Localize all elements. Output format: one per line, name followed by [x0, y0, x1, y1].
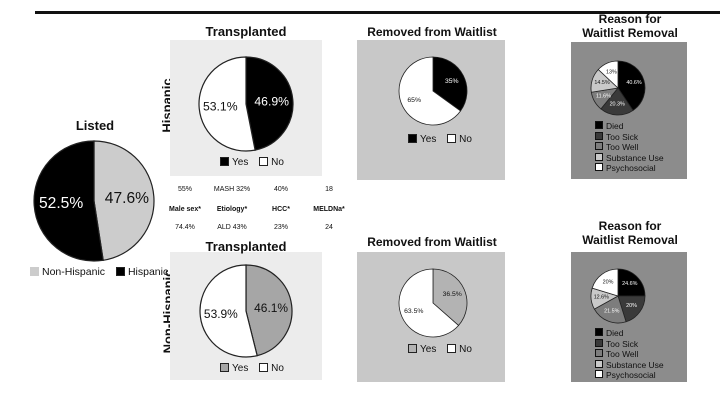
removed-non-hispanic-legend: Yes No: [408, 344, 480, 355]
legend-item-no: No: [447, 344, 472, 355]
stat-value-meldna-non-hispanic: 24: [325, 224, 333, 231]
pie-label-substance-use: 14.5%: [594, 80, 609, 86]
pie-label-no: 53.9%: [204, 307, 238, 321]
legend-item-died: Died: [595, 121, 664, 132]
pie-label-yes: 46.1%: [254, 301, 288, 315]
pie-slice-non-hispanic: [93, 140, 155, 261]
stat-value-meldna-hispanic: 18: [325, 186, 333, 193]
legend-item-too-well: Too Well: [595, 142, 664, 153]
pie-label-died: 24.6%: [622, 281, 637, 287]
stat-value-hcc-hispanic: 40%: [273, 186, 288, 193]
pie-slice-no: [398, 268, 460, 338]
removed-non-hispanic-pie-chart: 36.5% 63.5%: [398, 268, 468, 338]
pie-slice-no: [198, 56, 256, 152]
pie-slice-psychosocial: [591, 268, 619, 297]
legend-item-yes: Yes: [408, 344, 436, 355]
transplanted-title-bottom: Transplanted: [205, 239, 287, 254]
stat-label-etiology: Etiology*: [216, 206, 248, 213]
reason-non-hispanic-legend: Died Too Sick Too Well Substance Use Psy…: [595, 328, 664, 381]
removed-title-bottom: Removed from Waitlist: [367, 235, 497, 249]
pie-slice-died: [617, 60, 646, 111]
reason-title-bottom: Reason for Waitlist Removal: [582, 219, 678, 247]
stat-value-etiology-non-hispanic: ALD 43%: [217, 224, 247, 231]
pie-slice-no: [199, 264, 258, 358]
pie-label-too-sick: 20.3%: [610, 102, 625, 108]
stat-label-hcc: HCC*: [272, 206, 290, 213]
transplanted-hispanic-pie-chart: 46.9% 53.1%: [198, 56, 294, 152]
legend-item-too-well: Too Well: [595, 349, 664, 360]
pie-label-no: 63.5%: [404, 308, 423, 315]
transplanted-non-hispanic-pie-chart: 46.1% 53.9%: [199, 264, 293, 358]
listed-pie-chart: 47.6% 52.5%: [33, 140, 155, 262]
legend-item-hispanic: Hispanic: [115, 266, 168, 278]
pie-label-died: 40.6%: [626, 80, 641, 86]
pie-slice-yes: [245, 56, 294, 151]
pie-label-yes: 46.9%: [254, 94, 289, 108]
removed-hispanic-legend: Yes No: [408, 134, 480, 145]
pie-slice-psychosocial: [597, 60, 619, 89]
stat-value-hcc-non-hispanic: 23%: [273, 224, 288, 231]
reason-non-hispanic-pie-chart: 24.6% 20% 21.5% 12.6% 20%: [590, 268, 646, 324]
transplanted-title-top: Transplanted: [205, 24, 287, 39]
pie-label-too-sick: 20%: [626, 303, 637, 309]
legend-item-too-sick: Too Sick: [595, 131, 664, 143]
legend-item-died: Died: [595, 328, 664, 339]
pie-label-substance-use: 12.6%: [594, 295, 609, 301]
legend-item-no: No: [447, 134, 472, 145]
removed-title-top: Removed from Waitlist: [367, 25, 497, 39]
pie-label-no: 53.1%: [203, 100, 238, 114]
pie-slice-died: [617, 268, 646, 297]
pie-label-psychosocial: 20%: [603, 280, 614, 286]
pie-label-too-well: 11.6%: [596, 93, 611, 99]
reason-title-top: Reason for Waitlist Removal: [582, 12, 678, 40]
pie-slice-no: [398, 56, 462, 126]
legend-item-substance-use: Substance Use: [595, 359, 664, 371]
listed-title: Listed: [75, 118, 115, 133]
top-rule: [35, 11, 720, 14]
legend-item-yes: Yes: [220, 363, 248, 374]
transplanted-non-hispanic-legend: Yes No: [220, 363, 292, 374]
pie-slice-yes: [245, 264, 293, 357]
stat-value-male-sex-hispanic: 55%: [177, 186, 192, 193]
transplanted-hispanic-legend: Yes No: [220, 157, 292, 168]
legend-item-psychosocial: Psychosocial: [595, 370, 664, 381]
legend-item-psychosocial: Psychosocial: [595, 163, 664, 174]
stat-value-etiology-hispanic: MASH 32%: [213, 186, 251, 193]
reason-hispanic-legend: Died Too Sick Too Well Substance Use Psy…: [595, 121, 664, 174]
reason-hispanic-pie-chart: 40.6% 20.3% 11.6% 14.5% 13%: [590, 60, 646, 116]
pie-slice-yes: [432, 56, 468, 112]
legend-item-yes: Yes: [220, 157, 248, 168]
pie-label-hispanic: 52.5%: [39, 195, 83, 212]
pie-slice-too-well: [593, 295, 627, 324]
demographics-table: 55% MASH 32% 40% 18 Male sex* Etiology* …: [160, 186, 350, 234]
legend-item-non-hispanic: Non-Hispanic: [30, 266, 105, 278]
pie-label-yes: 36.5%: [443, 291, 462, 298]
legend-item-no: No: [259, 157, 284, 168]
legend-item-too-sick: Too Sick: [595, 338, 664, 350]
stat-label-meldna: MELDNa*: [313, 206, 345, 213]
legend-item-yes: Yes: [408, 134, 436, 145]
stat-label-male-sex: Male sex*: [169, 206, 201, 213]
legend-item-substance-use: Substance Use: [595, 152, 664, 164]
removed-hispanic-pie-chart: 35% 65%: [398, 56, 468, 126]
pie-label-too-well: 21.5%: [604, 309, 619, 315]
pie-slice-yes: [432, 268, 468, 327]
pie-label-no: 65%: [407, 97, 421, 104]
legend-item-no: No: [259, 363, 284, 374]
pie-label-yes: 35%: [445, 78, 459, 85]
pie-slice-hispanic: [33, 140, 104, 262]
pie-label-psychosocial: 13%: [606, 70, 617, 76]
pie-label-non-hispanic: 47.6%: [105, 190, 149, 207]
stat-value-male-sex-non-hispanic: 74.4%: [175, 224, 195, 231]
listed-legend: Non-Hispanic Hispanic: [30, 266, 176, 278]
